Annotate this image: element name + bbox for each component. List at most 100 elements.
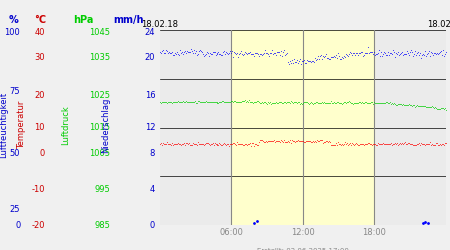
- Point: [161, 100, 168, 103]
- Point: [400, 141, 407, 145]
- Point: [187, 46, 194, 50]
- Point: [161, 142, 168, 146]
- Point: [163, 140, 170, 144]
- Point: [357, 142, 364, 146]
- Point: [173, 100, 180, 104]
- Point: [164, 51, 171, 55]
- Point: [156, 100, 163, 104]
- Point: [250, 101, 257, 105]
- Point: [263, 139, 270, 143]
- Point: [351, 101, 359, 105]
- Point: [258, 101, 265, 105]
- Point: [365, 142, 373, 146]
- Point: [329, 143, 337, 147]
- Point: [429, 142, 436, 146]
- Point: [418, 104, 425, 108]
- Point: [288, 138, 296, 142]
- Point: [209, 141, 216, 145]
- Text: 0: 0: [40, 149, 45, 158]
- Point: [240, 99, 247, 103]
- Point: [438, 53, 445, 57]
- Point: [253, 142, 260, 146]
- Point: [434, 107, 441, 111]
- Point: [386, 100, 393, 104]
- Point: [437, 142, 444, 146]
- Point: [333, 53, 340, 57]
- Point: [293, 101, 301, 105]
- Point: [310, 60, 318, 64]
- Point: [428, 104, 435, 108]
- Point: [398, 141, 405, 145]
- Text: 24: 24: [145, 28, 155, 37]
- Point: [170, 53, 177, 57]
- Point: [340, 100, 347, 104]
- Point: [193, 101, 200, 105]
- Point: [319, 100, 326, 104]
- Point: [429, 105, 436, 109]
- Point: [431, 51, 438, 55]
- Point: [240, 53, 247, 57]
- Point: [226, 100, 233, 103]
- Point: [306, 139, 313, 143]
- Point: [389, 102, 396, 105]
- Point: [412, 143, 419, 147]
- Text: 12: 12: [145, 123, 155, 132]
- Point: [305, 139, 312, 143]
- Point: [216, 142, 223, 146]
- Point: [260, 101, 267, 105]
- Point: [373, 52, 380, 56]
- Point: [284, 60, 292, 64]
- Point: [282, 100, 289, 104]
- Point: [291, 139, 298, 143]
- Point: [274, 50, 282, 54]
- Point: [224, 51, 231, 55]
- Point: [219, 53, 226, 57]
- Point: [266, 101, 273, 105]
- Point: [203, 50, 210, 54]
- Point: [315, 101, 322, 105]
- Point: [282, 53, 289, 57]
- Point: [413, 142, 420, 146]
- Point: [297, 139, 304, 143]
- Point: [417, 141, 424, 145]
- Point: [389, 142, 396, 146]
- Point: [342, 100, 349, 104]
- Point: [222, 52, 229, 56]
- Point: [427, 142, 434, 146]
- Point: [190, 100, 197, 104]
- Point: [359, 54, 366, 58]
- Point: [320, 100, 328, 104]
- Point: [413, 104, 420, 108]
- Point: [213, 142, 220, 146]
- Point: [322, 101, 329, 105]
- Point: [409, 103, 416, 107]
- Point: [370, 50, 378, 54]
- Point: [297, 62, 305, 66]
- Point: [377, 50, 384, 54]
- Point: [339, 102, 346, 105]
- Point: [300, 59, 307, 63]
- Point: [324, 140, 332, 144]
- Point: [223, 143, 230, 147]
- Point: [312, 58, 319, 62]
- Point: [264, 51, 271, 55]
- Point: [207, 100, 214, 104]
- Point: [215, 143, 222, 147]
- Point: [334, 140, 342, 144]
- Point: [392, 142, 399, 146]
- Point: [361, 142, 369, 146]
- Point: [343, 141, 351, 145]
- Point: [167, 51, 174, 55]
- Point: [292, 100, 299, 104]
- Point: [330, 100, 338, 104]
- Point: [176, 48, 183, 52]
- Point: [369, 52, 376, 56]
- Point: [213, 100, 220, 104]
- Point: [284, 100, 292, 104]
- Point: [311, 139, 319, 143]
- Point: [282, 140, 289, 144]
- Point: [371, 52, 378, 56]
- Point: [387, 102, 394, 106]
- Point: [274, 139, 281, 143]
- Point: [269, 101, 276, 105]
